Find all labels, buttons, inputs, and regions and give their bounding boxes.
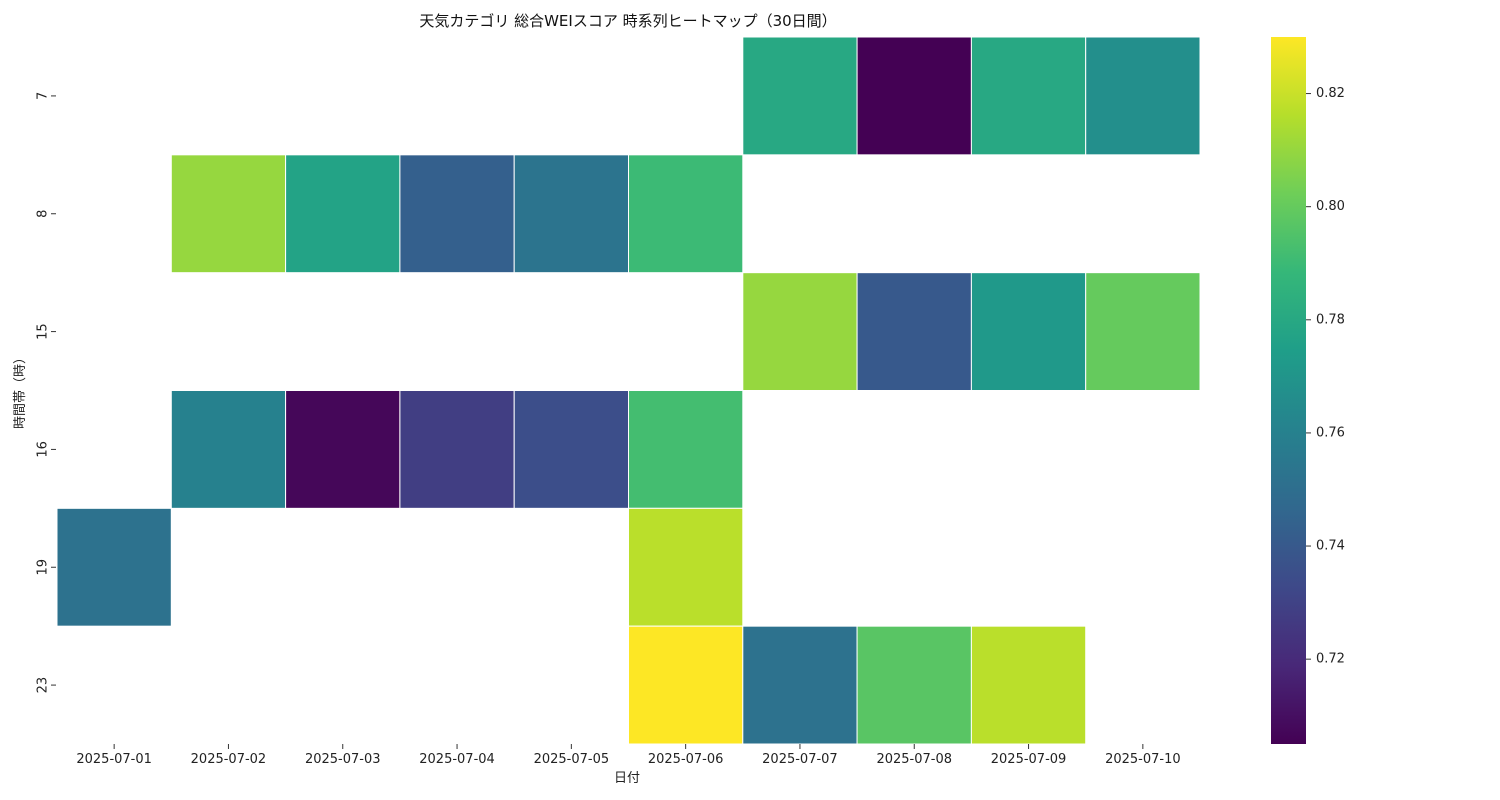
heatmap-cell [399, 154, 515, 274]
y-axis-label: 時間帯（時） [13, 351, 28, 429]
x-tick-label: 2025-07-07 [762, 752, 838, 767]
heatmap-cell [742, 36, 858, 156]
x-tick-label: 2025-07-01 [76, 752, 152, 767]
heatmap-cell [856, 625, 972, 745]
heatmap-cell [1085, 272, 1201, 391]
colorbar-tick-label: 0.76 [1316, 425, 1345, 440]
heatmap-cell [399, 390, 515, 509]
colorbar-ticks: 0.72 0.74 0.76 0.78 0.80 0.82 [1306, 86, 1345, 667]
y-tick-label: 19 [36, 559, 51, 576]
heatmap-cell [628, 507, 744, 627]
x-tick-label: 2025-07-09 [991, 752, 1067, 767]
heatmap-cell [513, 154, 630, 274]
y-tick-label: 23 [36, 677, 51, 694]
colorbar [1271, 37, 1306, 744]
heatmap-cell [742, 272, 858, 391]
x-axis: 2025-07-01 2025-07-02 2025-07-03 2025-07-04… [76, 744, 1181, 767]
heatmap-cell [628, 390, 744, 509]
x-axis-label: 日付 [614, 771, 640, 786]
y-tick-label: 8 [36, 210, 51, 218]
heatmap-cell [170, 154, 287, 274]
y-tick-label: 16 [36, 441, 51, 458]
heatmap-cell [628, 154, 744, 274]
y-axis: 7 8 15 16 19 23 [36, 92, 56, 694]
x-tick-label: 2025-07-02 [191, 752, 267, 767]
x-tick-label: 2025-07-03 [305, 752, 381, 767]
heatmap-cell [285, 154, 401, 274]
y-tick-label: 15 [36, 323, 51, 340]
heatmap-cell [513, 390, 630, 509]
colorbar-tick-label: 0.74 [1316, 539, 1345, 554]
heatmap-cell [856, 36, 972, 156]
x-tick-label: 2025-07-10 [1105, 752, 1181, 767]
colorbar-tick-label: 0.82 [1316, 86, 1345, 101]
heatmap-cell [970, 36, 1087, 156]
colorbar-tick-label: 0.78 [1316, 312, 1345, 327]
heatmap-cell [56, 507, 172, 627]
x-tick-label: 2025-07-08 [876, 752, 952, 767]
colorbar-tick-label: 0.80 [1316, 199, 1345, 214]
heatmap-cell [1085, 36, 1201, 156]
colorbar-tick-label: 0.72 [1316, 652, 1345, 667]
x-tick-label: 2025-07-04 [419, 752, 495, 767]
y-tick-label: 7 [36, 92, 51, 100]
heatmap-cell [742, 625, 858, 745]
heatmap-cell [285, 390, 401, 509]
chart-title: 天気カテゴリ 総合WEIスコア 時系列ヒートマップ（30日間） [419, 12, 837, 30]
heatmap-cell [970, 625, 1087, 745]
heatmap-cell [856, 272, 972, 391]
heatmap-cell [970, 272, 1087, 391]
x-tick-label: 2025-07-06 [648, 752, 724, 767]
heatmap-cells [56, 36, 1201, 745]
heatmap-cell [628, 625, 744, 745]
heatmap-cell [170, 390, 287, 509]
x-tick-label: 2025-07-05 [534, 752, 610, 767]
